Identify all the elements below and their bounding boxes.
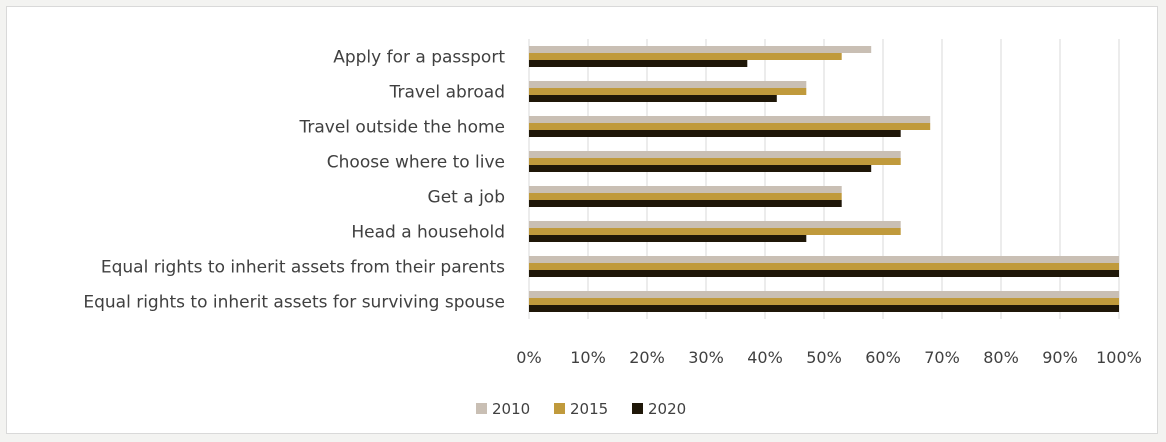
bar-2015 (529, 123, 931, 130)
x-tick-label: 40% (747, 348, 783, 367)
bar-2015 (529, 158, 901, 165)
legend-label: 2020 (648, 400, 686, 418)
legend-label: 2015 (570, 400, 608, 418)
bar-2015 (529, 298, 1119, 305)
bar-2015 (529, 228, 901, 235)
bar-2010 (529, 46, 872, 53)
category-label: Head a household (351, 223, 505, 243)
category-labels: Apply for a passport Travel abroad Travel … (83, 48, 505, 313)
bar-2010 (529, 116, 931, 123)
bar-2010 (529, 221, 901, 228)
category-label: Choose where to live (327, 153, 505, 173)
category-label: Equal rights to inherit assets from thei… (101, 258, 505, 278)
x-tick-label: 20% (629, 348, 665, 367)
chart-frame: Apply for a passport Travel abroad Travel … (6, 6, 1158, 434)
bar-2010 (529, 186, 842, 193)
bar-2020 (529, 60, 748, 67)
bar-2020 (529, 305, 1119, 312)
category-label: Travel outside the home (298, 118, 505, 138)
bar-2010 (529, 81, 807, 88)
legend-swatch-2020 (632, 403, 643, 414)
bar-2020 (529, 165, 872, 172)
category-label: Travel abroad (389, 83, 505, 103)
tick-labels: 0% 10% 20% 30% 40% 50% 60% 70% 80% 90% 100% (516, 348, 1142, 367)
x-tick-label: 10% (570, 348, 606, 367)
bar-2010 (529, 151, 901, 158)
x-tick-label: 60% (865, 348, 901, 367)
x-tick-label: 90% (1042, 348, 1078, 367)
x-tick-label: 80% (983, 348, 1019, 367)
bar-2015 (529, 263, 1119, 270)
x-tick-label: 30% (688, 348, 724, 367)
x-tick-label: 0% (516, 348, 541, 367)
category-label: Equal rights to inherit assets for survi… (83, 293, 505, 313)
bar-2015 (529, 88, 807, 95)
bar-2020 (529, 235, 807, 242)
bar-2020 (529, 95, 777, 102)
bar-chart: Apply for a passport Travel abroad Travel … (83, 39, 1142, 418)
category-label: Apply for a passport (333, 48, 505, 68)
x-tick-label: 100% (1096, 348, 1142, 367)
legend-swatch-2010 (476, 403, 487, 414)
bar-2010 (529, 256, 1119, 263)
x-tick-label: 50% (806, 348, 842, 367)
bar-2020 (529, 270, 1119, 277)
bars (529, 46, 1119, 312)
legend: 2010 2015 2020 (476, 400, 686, 418)
legend-label: 2010 (492, 400, 530, 418)
x-tick-label: 70% (924, 348, 960, 367)
bar-2020 (529, 130, 901, 137)
bar-2015 (529, 53, 842, 60)
category-label: Get a job (428, 188, 505, 208)
legend-swatch-2015 (554, 403, 565, 414)
bar-2015 (529, 193, 842, 200)
bar-2010 (529, 291, 1119, 298)
bar-2020 (529, 200, 842, 207)
